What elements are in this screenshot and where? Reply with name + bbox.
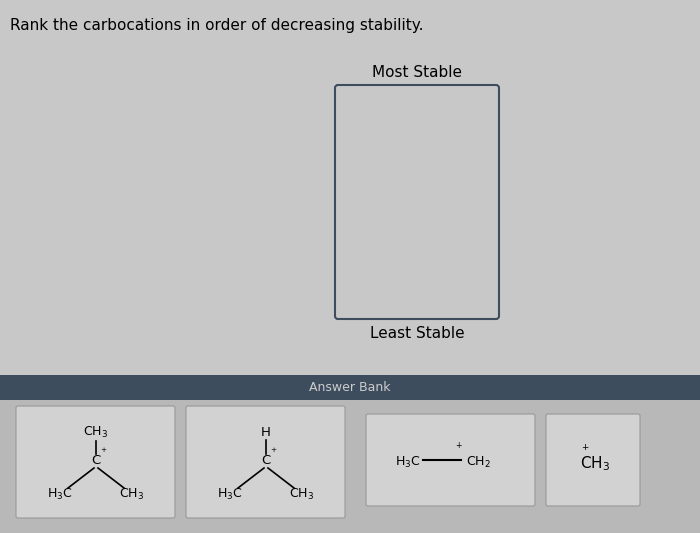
Text: $^+$: $^+$ <box>269 447 277 457</box>
FancyBboxPatch shape <box>16 406 175 518</box>
Text: Answer Bank: Answer Bank <box>309 381 391 394</box>
Text: $\mathregular{H_3C}$: $\mathregular{H_3C}$ <box>47 487 73 502</box>
Text: $\mathregular{CH_3}$: $\mathregular{CH_3}$ <box>83 424 108 440</box>
Text: Most Stable: Most Stable <box>372 65 462 80</box>
Text: $\mathregular{CH_3}$: $\mathregular{CH_3}$ <box>120 487 145 502</box>
Text: C: C <box>261 454 271 466</box>
FancyBboxPatch shape <box>335 85 499 319</box>
Text: H: H <box>261 425 271 439</box>
Text: $^+$: $^+$ <box>99 447 107 457</box>
FancyBboxPatch shape <box>546 414 640 506</box>
Bar <box>0 400 700 533</box>
Text: $^+$: $^+$ <box>580 443 590 456</box>
Text: $\mathregular{CH_2}$: $\mathregular{CH_2}$ <box>466 455 491 470</box>
FancyBboxPatch shape <box>186 406 345 518</box>
FancyBboxPatch shape <box>366 414 535 506</box>
Bar <box>0 375 700 400</box>
Text: $\mathregular{CH_3}$: $\mathregular{CH_3}$ <box>580 455 610 473</box>
Text: C: C <box>92 454 101 466</box>
Text: Least Stable: Least Stable <box>370 326 464 341</box>
Text: $\mathregular{CH_3}$: $\mathregular{CH_3}$ <box>289 487 314 502</box>
Text: $\mathregular{H_3C}$: $\mathregular{H_3C}$ <box>395 455 421 470</box>
Text: $^+$: $^+$ <box>454 441 463 451</box>
Text: $\mathregular{H_3C}$: $\mathregular{H_3C}$ <box>217 487 243 502</box>
Text: Rank the carbocations in order of decreasing stability.: Rank the carbocations in order of decrea… <box>10 18 424 33</box>
